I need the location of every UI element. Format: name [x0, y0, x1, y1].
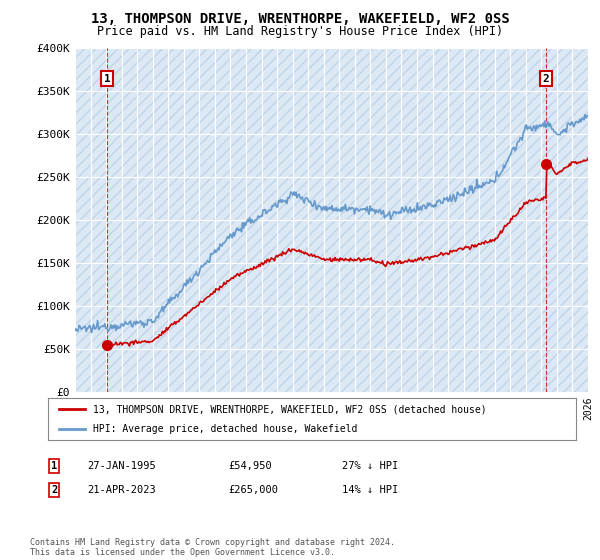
Text: 27-JAN-1995: 27-JAN-1995	[87, 461, 156, 471]
Text: 1: 1	[51, 461, 57, 471]
Text: 13, THOMPSON DRIVE, WRENTHORPE, WAKEFIELD, WF2 0SS: 13, THOMPSON DRIVE, WRENTHORPE, WAKEFIEL…	[91, 12, 509, 26]
Text: 27% ↓ HPI: 27% ↓ HPI	[342, 461, 398, 471]
Text: 1: 1	[104, 73, 110, 83]
Text: 2: 2	[51, 485, 57, 495]
Text: 2: 2	[542, 73, 550, 83]
Text: Contains HM Land Registry data © Crown copyright and database right 2024.
This d: Contains HM Land Registry data © Crown c…	[30, 538, 395, 557]
Text: £265,000: £265,000	[228, 485, 278, 495]
Text: 14% ↓ HPI: 14% ↓ HPI	[342, 485, 398, 495]
Text: £54,950: £54,950	[228, 461, 272, 471]
Text: 21-APR-2023: 21-APR-2023	[87, 485, 156, 495]
Text: 13, THOMPSON DRIVE, WRENTHORPE, WAKEFIELD, WF2 0SS (detached house): 13, THOMPSON DRIVE, WRENTHORPE, WAKEFIEL…	[93, 404, 487, 414]
Text: Price paid vs. HM Land Registry's House Price Index (HPI): Price paid vs. HM Land Registry's House …	[97, 25, 503, 38]
Text: HPI: Average price, detached house, Wakefield: HPI: Average price, detached house, Wake…	[93, 424, 357, 434]
